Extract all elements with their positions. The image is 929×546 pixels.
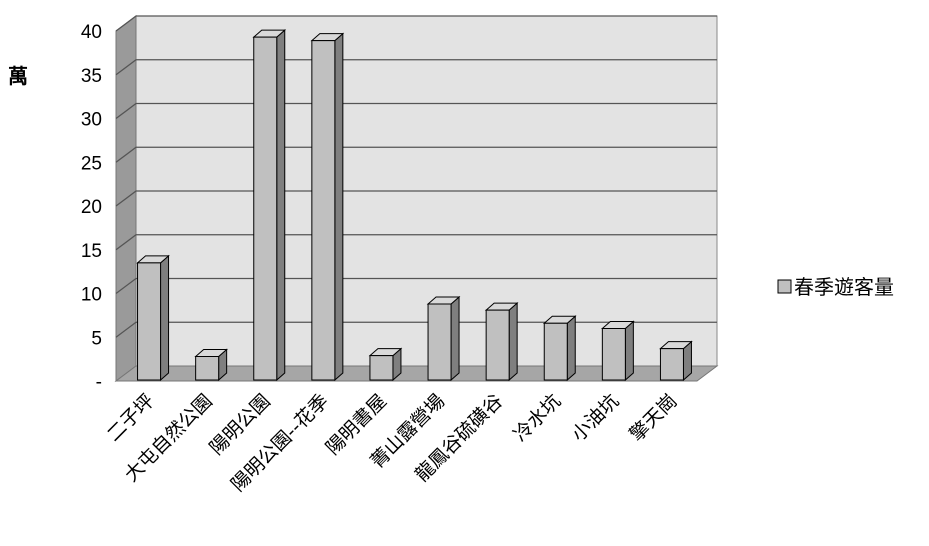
bar-side	[450, 295, 460, 382]
bar-front	[659, 348, 684, 381]
gridlines	[115, 15, 717, 338]
y-axis-ticks: - 5 10 15 20 25 30 35 40	[81, 22, 102, 393]
bar-side	[334, 32, 344, 382]
legend-swatch	[777, 279, 792, 294]
x-category-label: 二子坪	[103, 390, 159, 446]
y-tick-label: 15	[81, 241, 102, 262]
bar-side	[508, 302, 518, 382]
bar	[310, 32, 345, 382]
bar-front	[195, 356, 220, 381]
bar-front	[485, 309, 510, 381]
y-tick-label: 30	[81, 110, 102, 131]
bar-side	[160, 254, 170, 382]
legend: 春季遊客量	[777, 275, 894, 299]
gridline	[115, 102, 717, 120]
x-category-label: 小油坑	[568, 390, 624, 446]
x-axis-categories: 二子坪大屯自然公園陽明公園陽明公園--花季陽明書屋菁山露營場龍鳳谷硫磺谷 冷水坑小…	[103, 390, 682, 496]
bars	[136, 29, 693, 382]
bar	[659, 340, 693, 382]
bar-front	[137, 262, 162, 381]
gridline	[115, 234, 717, 251]
y-tick-label: 10	[81, 285, 102, 306]
bar-front	[253, 36, 278, 381]
y-axis-label: 萬	[8, 64, 28, 88]
bar-side	[276, 29, 286, 382]
gridline	[115, 15, 717, 32]
gridline	[115, 190, 717, 207]
x-category-label: 冷水坑	[509, 390, 565, 446]
bar-front	[601, 328, 626, 381]
bar-front	[427, 303, 452, 381]
bar-front	[311, 40, 336, 381]
y-tick-label: 5	[91, 328, 102, 349]
x-category-label: 擎天崗	[626, 390, 682, 446]
y-tick-label: 35	[81, 66, 102, 87]
y-tick-label: 20	[81, 197, 102, 218]
bar	[252, 29, 287, 382]
bar-front	[369, 355, 394, 381]
bar-front	[543, 322, 568, 381]
bar	[484, 302, 519, 382]
bar	[194, 348, 228, 382]
bar	[136, 254, 170, 382]
bar-side	[624, 320, 634, 382]
gridline	[115, 277, 717, 295]
bar	[601, 320, 635, 382]
bar	[426, 295, 461, 382]
bar	[542, 315, 577, 382]
gridline	[115, 321, 717, 338]
y-tick-label: 25	[81, 153, 102, 174]
bar	[368, 347, 403, 382]
y-tick-label: 40	[81, 22, 102, 43]
bar-side	[566, 315, 576, 382]
gridline	[115, 59, 717, 76]
y-tick-label: -	[96, 372, 102, 393]
legend-label: 春季遊客量	[794, 275, 894, 299]
gridline	[115, 146, 717, 163]
